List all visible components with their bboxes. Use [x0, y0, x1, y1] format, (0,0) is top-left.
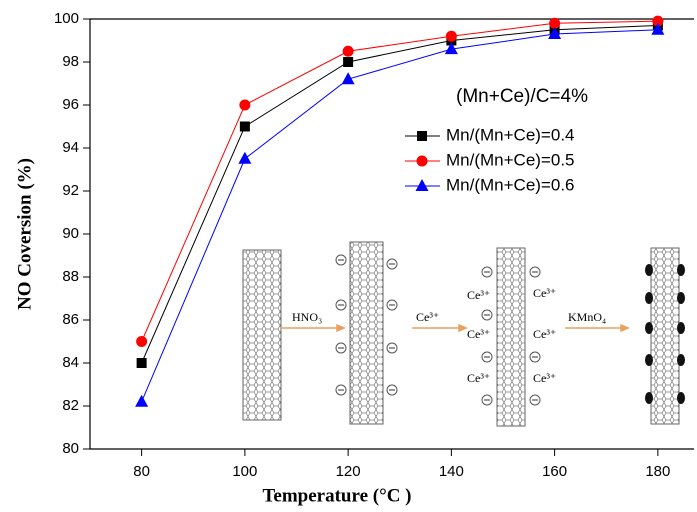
step-label: Ce³⁺: [416, 310, 439, 324]
y-tick-label: 82: [62, 397, 79, 414]
legend-marker: [417, 156, 428, 167]
y-tick-label: 96: [62, 96, 79, 113]
y-tick-label: 80: [62, 440, 79, 457]
data-point: [343, 57, 353, 67]
y-tick-label: 92: [62, 182, 79, 199]
step-label: KMnO₄: [568, 310, 606, 324]
x-tick-label: 180: [645, 463, 670, 480]
y-tick-label: 84: [62, 354, 79, 371]
chart: HNO₃ Ce³⁺ KMnO₄ Ce³⁺ Ce³⁺ Ce³⁺ Ce³⁺ Ce³⁺…: [0, 0, 697, 512]
x-tick-label: 80: [133, 463, 150, 480]
x-tick-label: 120: [336, 463, 361, 480]
data-point: [239, 100, 250, 111]
y-tick-label: 88: [62, 268, 79, 285]
data-point: [343, 46, 354, 57]
ion-label: Ce³⁺: [533, 371, 556, 385]
y-tick-label: 90: [62, 225, 79, 242]
ion-label: Ce³⁺: [533, 286, 556, 300]
x-tick-label: 140: [439, 463, 464, 480]
annotation: (Mn+Ce)/C=4%: [456, 86, 588, 107]
y-tick-label: 98: [62, 53, 79, 70]
data-point: [137, 358, 147, 368]
data-point: [136, 336, 147, 347]
y-tick-label: 86: [62, 311, 79, 328]
data-point: [446, 31, 457, 42]
data-point: [240, 122, 250, 132]
legend-label: Mn/(Mn+Ce)=0.4: [446, 125, 575, 144]
y-tick-label: 94: [62, 139, 79, 156]
step-label: HNO₃: [292, 310, 322, 324]
y-axis-title: NO Coversion (%): [14, 158, 35, 310]
inset-diagram: HNO₃ Ce³⁺ KMnO₄ Ce³⁺ Ce³⁺ Ce³⁺ Ce³⁺ Ce³⁺…: [243, 242, 685, 426]
legend-label: Mn/(Mn+Ce)=0.5: [446, 150, 575, 169]
series-line: [142, 21, 658, 341]
x-tick-label: 160: [542, 463, 567, 480]
legend-label: Mn/(Mn+Ce)=0.6: [446, 175, 575, 194]
x-tick-label: 100: [232, 463, 257, 480]
ion-label: Ce³⁺: [467, 288, 490, 302]
x-axis-title: Temperature (°C ): [262, 485, 411, 506]
legend-marker: [416, 179, 429, 191]
y-tick-label: 100: [54, 10, 79, 27]
ion-label: Ce³⁺: [467, 371, 490, 385]
legend-marker: [417, 131, 427, 141]
ion-label: Ce³⁺: [467, 327, 490, 341]
data-point: [135, 395, 148, 407]
data-point: [238, 152, 251, 164]
ion-label: Ce³⁺: [533, 327, 556, 341]
